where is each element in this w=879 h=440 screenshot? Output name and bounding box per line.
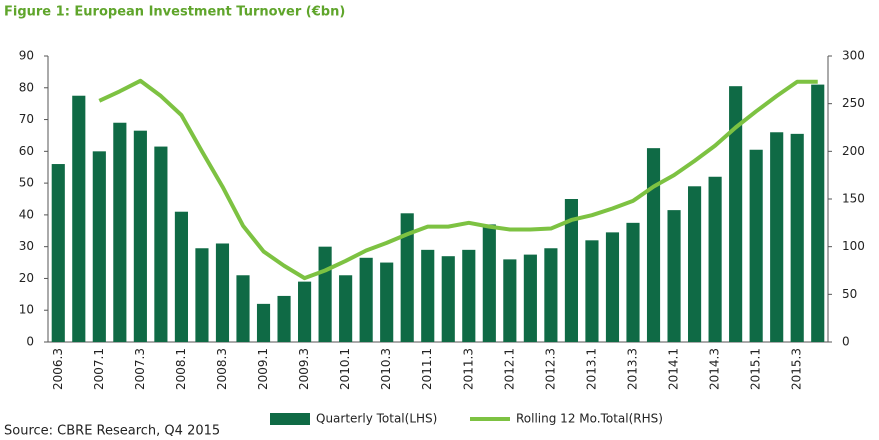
bar	[482, 224, 496, 342]
bar	[729, 86, 743, 342]
bar	[688, 186, 702, 342]
x-tick-label: 2014.1	[667, 348, 681, 390]
x-tick-label: 2013.3	[626, 348, 640, 390]
source: Source: CBRE Research, Q4 2015	[4, 424, 220, 439]
bar	[256, 303, 271, 342]
x-tick-label: 2015.3	[790, 348, 804, 390]
x-tick-label: 2009.1	[256, 348, 270, 390]
x-tick-label: 2009.3	[297, 348, 311, 390]
y-tick-label: 70	[19, 112, 34, 126]
bar	[770, 132, 784, 342]
x-tick-label: 2014.3	[708, 348, 722, 390]
bar	[811, 84, 825, 342]
bar	[380, 262, 394, 342]
chart-title: Figure 1: European Investment Turnover (…	[4, 5, 345, 20]
y2-tick-label: 0	[842, 335, 850, 349]
bar	[154, 146, 168, 342]
bar	[441, 256, 455, 342]
y-tick-label: 80	[19, 80, 34, 94]
bar	[133, 130, 147, 342]
y-tick-label: 40	[19, 207, 34, 221]
bar	[174, 211, 188, 342]
bar	[523, 254, 537, 342]
bar	[708, 176, 722, 342]
legend-label: Quarterly Total(LHS)	[316, 412, 437, 426]
bar	[215, 243, 230, 342]
x-tick-label: 2015.1	[749, 348, 763, 390]
bar	[646, 148, 661, 342]
x-tick-label: 2007.3	[133, 348, 147, 390]
bar	[421, 249, 435, 342]
bar	[544, 248, 558, 342]
bar	[462, 249, 476, 342]
legend-label: Rolling 12 Mo.Total(RHS)	[516, 412, 663, 426]
bar	[195, 248, 209, 342]
y2-tick-label: 50	[842, 287, 857, 301]
bar	[359, 257, 373, 342]
x-tick-label: 2012.1	[502, 348, 516, 390]
y-tick-label: 10	[19, 303, 34, 317]
bar	[92, 151, 106, 342]
bar	[72, 95, 86, 342]
x-tick-label: 2013.1	[584, 348, 598, 390]
bar	[113, 122, 127, 342]
y2-tick-label: 100	[842, 239, 865, 253]
bar	[749, 149, 763, 342]
bar	[236, 275, 250, 342]
x-tick-label: 2011.3	[461, 348, 475, 390]
x-tick-label: 2008.1	[174, 348, 188, 390]
x-tick-label: 2012.3	[543, 348, 557, 390]
bar	[585, 240, 599, 342]
x-tick-label: 2006.3	[51, 348, 65, 390]
bar	[605, 232, 620, 342]
bar	[51, 164, 65, 342]
bar	[626, 222, 640, 342]
x-tick-label: 2007.1	[92, 348, 106, 390]
bar	[564, 199, 578, 342]
bar	[298, 281, 312, 342]
x-tick-label: 2010.3	[379, 348, 393, 390]
y-tick-label: 0	[26, 335, 34, 349]
bar	[790, 133, 804, 342]
bar	[339, 275, 353, 342]
bar	[400, 213, 414, 342]
y-tick-label: 20	[19, 271, 34, 285]
x-tick-label: 2011.1	[420, 348, 434, 390]
y-tick-label: 30	[19, 239, 34, 253]
line	[98, 78, 818, 281]
bar	[318, 246, 332, 342]
legend-swatch	[270, 413, 310, 425]
y2-tick-label: 250	[842, 96, 865, 110]
x-tick-label: 2008.3	[215, 348, 229, 390]
y-tick-label: 50	[19, 176, 34, 190]
bar	[277, 295, 291, 342]
y2-tick-label: 150	[842, 192, 865, 206]
bar	[667, 210, 681, 342]
y-tick-label: 90	[19, 49, 34, 63]
y-tick-label: 60	[19, 144, 34, 158]
y2-tick-label: 200	[842, 144, 865, 158]
y2-tick-label: 300	[842, 49, 865, 63]
bar	[503, 259, 517, 342]
x-tick-label: 2010.1	[338, 348, 352, 390]
